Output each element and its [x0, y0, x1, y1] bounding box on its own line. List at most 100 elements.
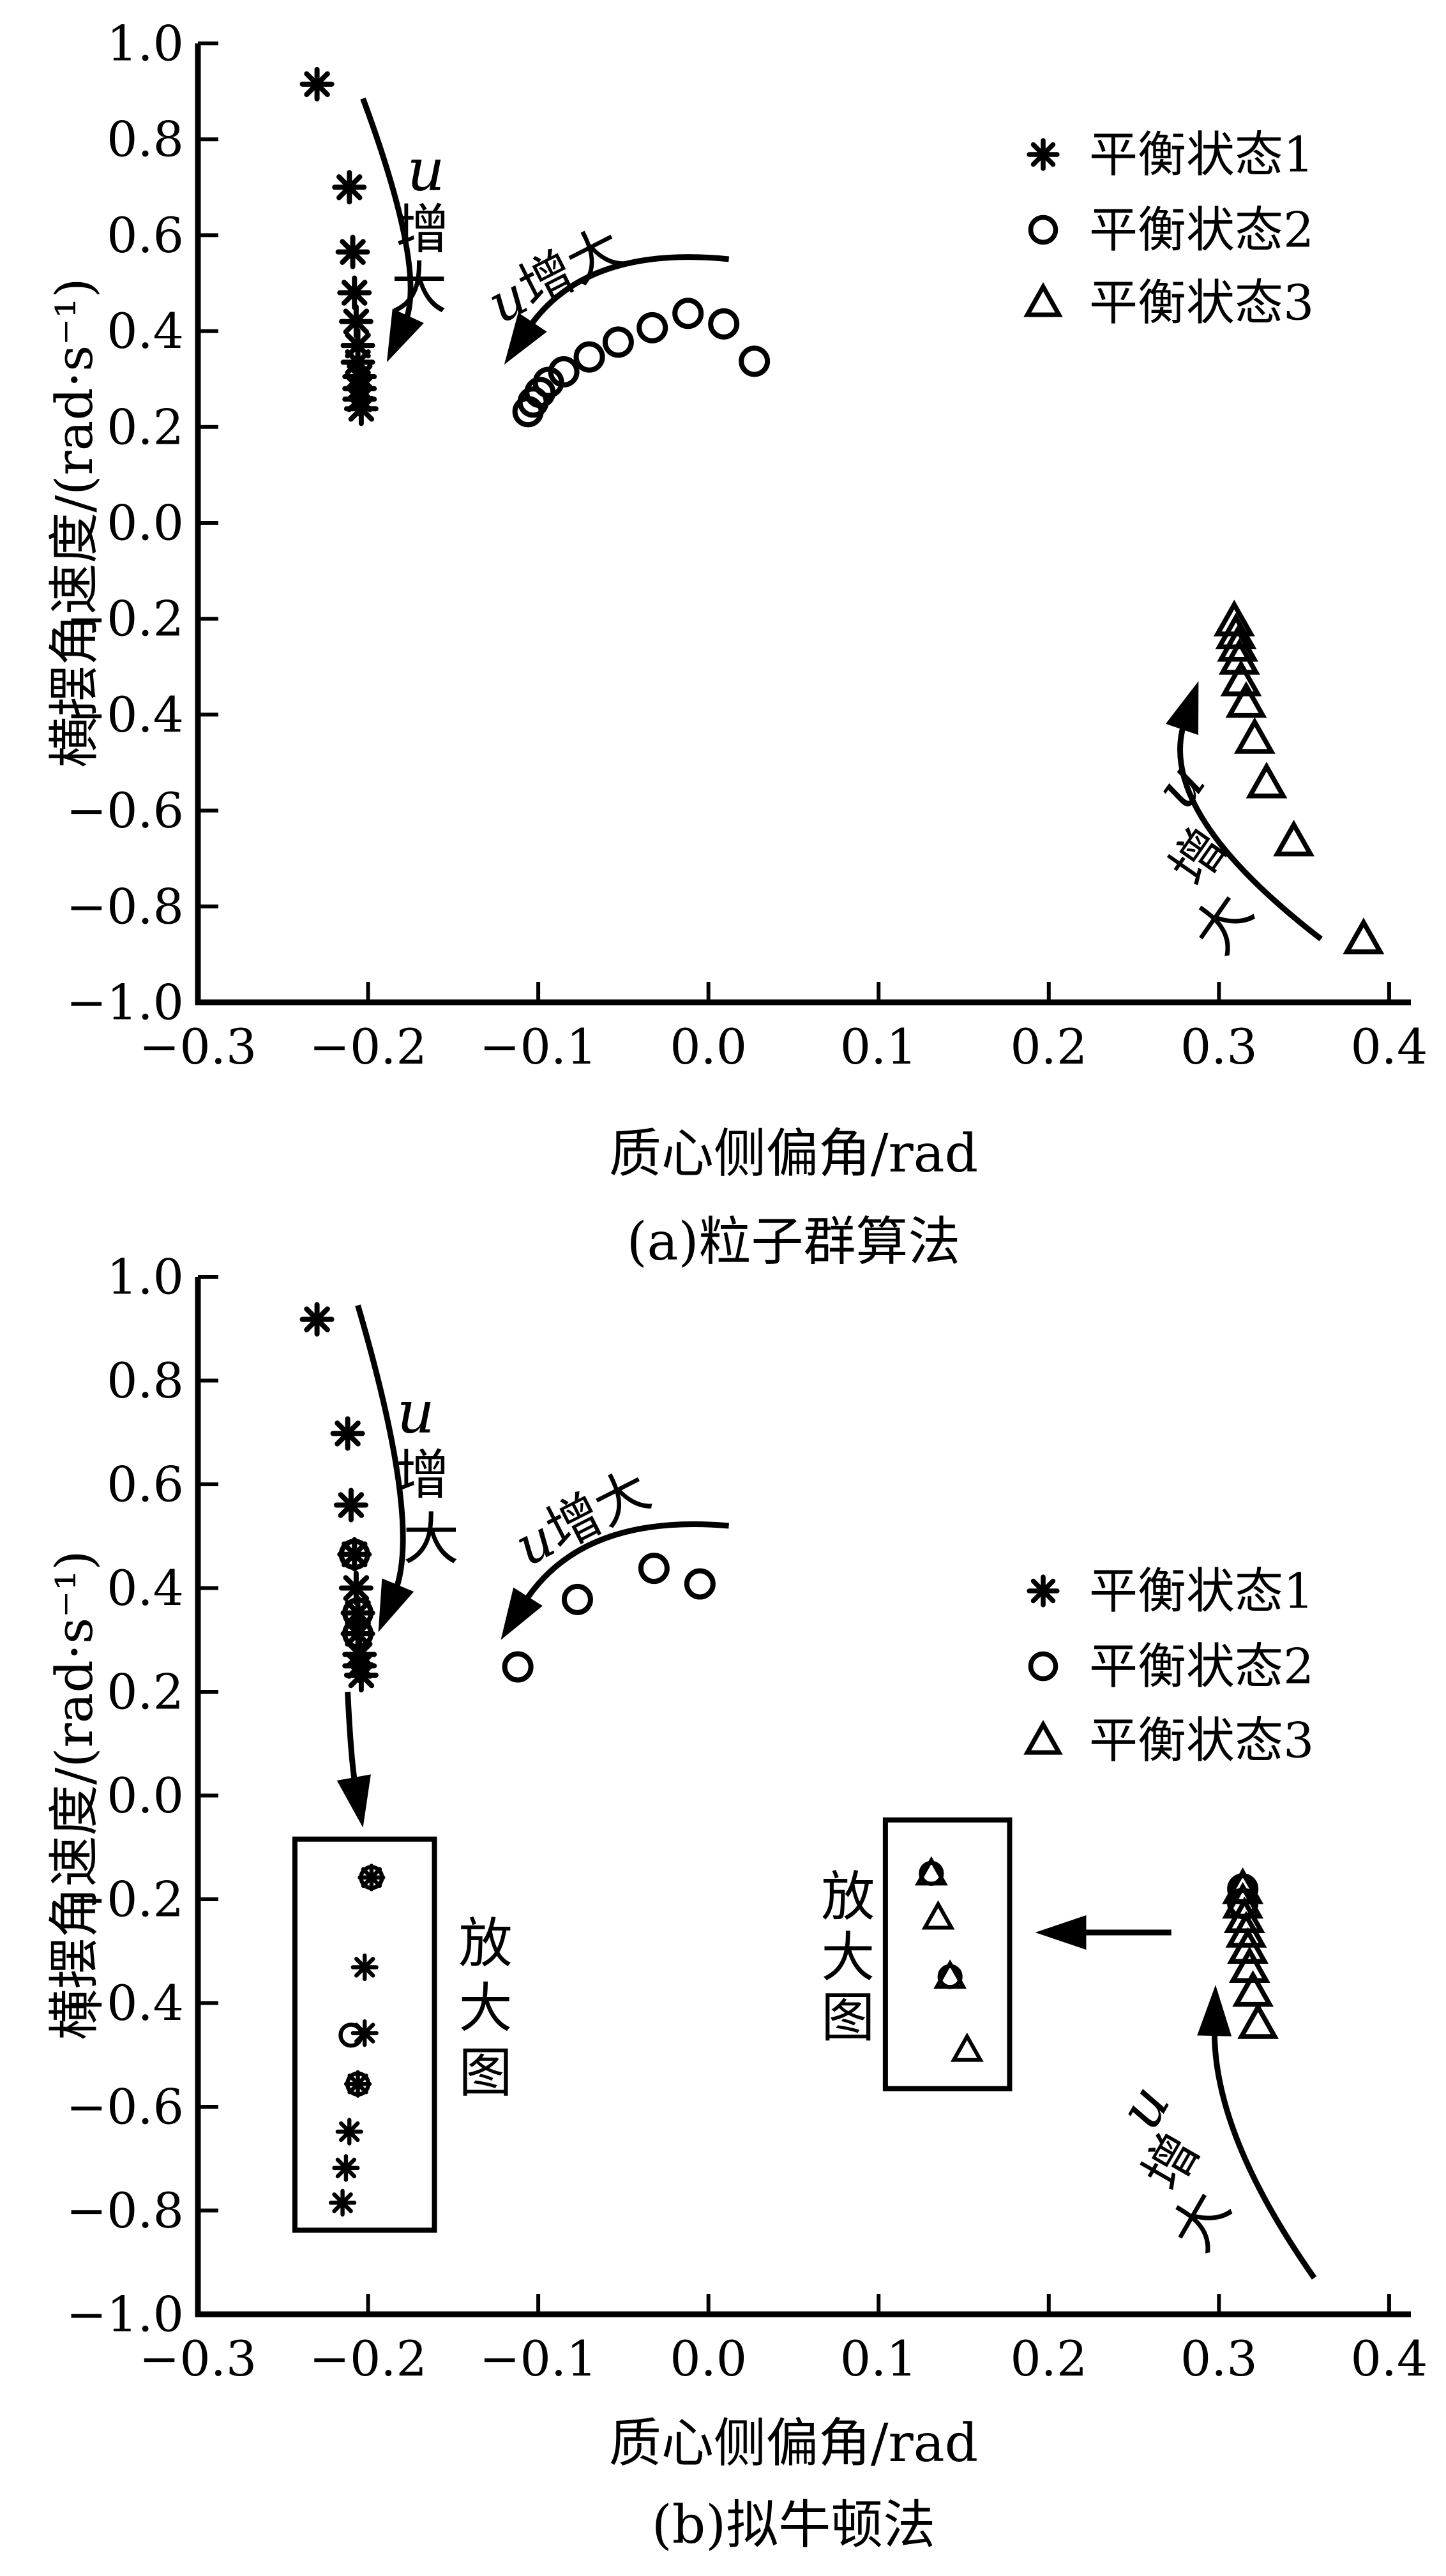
x-tick-label: 0.1: [840, 2330, 917, 2387]
annotation-arrow: [504, 254, 730, 365]
triangle-marker: [1023, 282, 1063, 317]
asterisk-spoke: [348, 1662, 375, 1689]
data-point-triangle: [1225, 1911, 1267, 1948]
x-tick-label: 0.4: [1350, 1018, 1427, 1075]
y-tick-label: 0.8: [107, 1352, 184, 1409]
legend-label: 平衡状态1: [1089, 126, 1314, 183]
legend-marker-triangle: [1023, 282, 1063, 317]
data-point-triangle: [1227, 1927, 1269, 1964]
y-tick-label: 0.6: [107, 207, 184, 264]
data-point-circle: [672, 298, 704, 329]
series-asterisk: [299, 1302, 379, 1692]
legend-label: 平衡状态3: [1089, 275, 1314, 331]
asterisk-spoke: [335, 2157, 357, 2179]
chart-b: −0.3 −0.2 −0.1 0.0 0.1 0.2 0.3 0.4 1.0 0.8 0.6 0.4 0…: [66, 1249, 1427, 2388]
arrow-shaft: [520, 1521, 730, 1606]
annotation-arrow: [1165, 681, 1323, 942]
data-point-asterisk: [343, 391, 379, 426]
y-tick-label: 1.0: [107, 15, 184, 72]
circle-marker: [636, 312, 668, 343]
triangle-marker: [1246, 762, 1288, 799]
annotation-text: u: [1105, 2074, 1183, 2141]
data-point-triangle: [1273, 820, 1315, 857]
inset-point-triangle: [914, 1856, 948, 1886]
y-tick-label: −0.4: [66, 1975, 184, 2031]
y-tick-label: −0.6: [66, 2079, 184, 2135]
annotation-text: 图: [821, 1986, 875, 2049]
chart-a-x-axis-label: 质心侧偏角/rad: [608, 1124, 979, 1184]
arrow-head: [501, 1587, 543, 1640]
y-tick-label: −0.4: [66, 686, 184, 743]
annotation-text: u: [407, 135, 445, 204]
annotation-arrow: [355, 1304, 414, 1632]
data-point-circle: [561, 1583, 593, 1615]
asterisk-spoke: [340, 239, 366, 265]
y-tick-label: 0.4: [107, 303, 184, 359]
inset-point-asterisk: [343, 2070, 372, 2098]
data-point-asterisk: [338, 304, 373, 339]
circle-marker: [502, 1651, 534, 1683]
annotation-arrow: [1035, 1915, 1171, 1950]
legend-marker-circle: [1028, 215, 1058, 245]
arrow-shaft: [1211, 2026, 1317, 2280]
data-point-triangle: [1233, 717, 1276, 754]
circle-marker: [638, 1553, 670, 1585]
annotation-text: 大: [1179, 881, 1265, 965]
circle-marker: [684, 1568, 716, 1600]
y-tick-label: −0.8: [66, 878, 184, 935]
x-tick-label: 0.3: [1180, 2330, 1258, 2387]
chart-b-x-axis-label: 质心侧偏角/rad: [608, 2413, 979, 2474]
data-point-circle: [684, 1568, 716, 1600]
circle-marker: [548, 356, 580, 388]
annotation-text: 大: [458, 1977, 512, 2040]
y-tick-label: 0.2: [107, 1664, 184, 1721]
x-tick-label: −0.3: [139, 1018, 257, 1075]
arrow-head: [1035, 1915, 1087, 1950]
annotation-text: 增: [396, 198, 449, 260]
chart-b-title: (b)拟牛顿法: [651, 2495, 936, 2556]
circle-marker: [708, 308, 740, 340]
y-tick-label: −0.2: [66, 591, 184, 647]
data-point-circle: [342, 1597, 374, 1629]
circle-marker: [573, 341, 605, 373]
annotation-text: 大: [391, 255, 448, 321]
arrow-head: [1197, 1985, 1232, 2037]
x-tick-label: −0.1: [479, 2330, 598, 2387]
asterisk-spoke: [336, 174, 363, 200]
asterisk-spoke: [339, 2121, 360, 2143]
y-tick-label: −0.8: [66, 2182, 184, 2239]
x-tick-label: 0.2: [1010, 1018, 1087, 1075]
annotation-text: 大: [821, 1926, 875, 1989]
arrow-shaft: [1177, 719, 1323, 942]
triangle-marker: [1343, 917, 1385, 954]
circle-marker: [1028, 1651, 1058, 1682]
inset-box: [292, 1836, 437, 2233]
data-point-circle: [708, 308, 740, 340]
circle-marker: [1028, 215, 1058, 245]
arrow-head: [504, 312, 547, 365]
data-point-circle: [602, 326, 634, 358]
y-tick-label: 1.0: [107, 1249, 184, 1306]
data-point-triangle: [1237, 2002, 1279, 2039]
x-tick-label: −0.2: [309, 2330, 427, 2387]
asterisk-spoke: [1030, 142, 1056, 167]
triangle-marker: [1023, 1720, 1063, 1755]
asterisk-spoke: [347, 2074, 368, 2095]
left-zoom-box: [292, 1836, 437, 2233]
arrow-head: [386, 308, 424, 363]
asterisk-spoke: [354, 1957, 375, 1978]
x-tick-label: 0.1: [840, 1018, 917, 1075]
annotation-arrow: [501, 1521, 730, 1640]
asterisk-spoke: [338, 1492, 365, 1518]
annotation-text: 增: [396, 1443, 449, 1506]
series-triangle: [1222, 1867, 1279, 2039]
legend-marker-circle: [1028, 1651, 1058, 1682]
asterisk-spoke: [341, 280, 368, 306]
data-point-asterisk: [299, 66, 335, 102]
asterisk-spoke: [1030, 1578, 1056, 1604]
data-point-triangle: [1343, 917, 1385, 954]
data-point-triangle: [1246, 762, 1288, 799]
annotation-text: 增: [1157, 817, 1239, 897]
